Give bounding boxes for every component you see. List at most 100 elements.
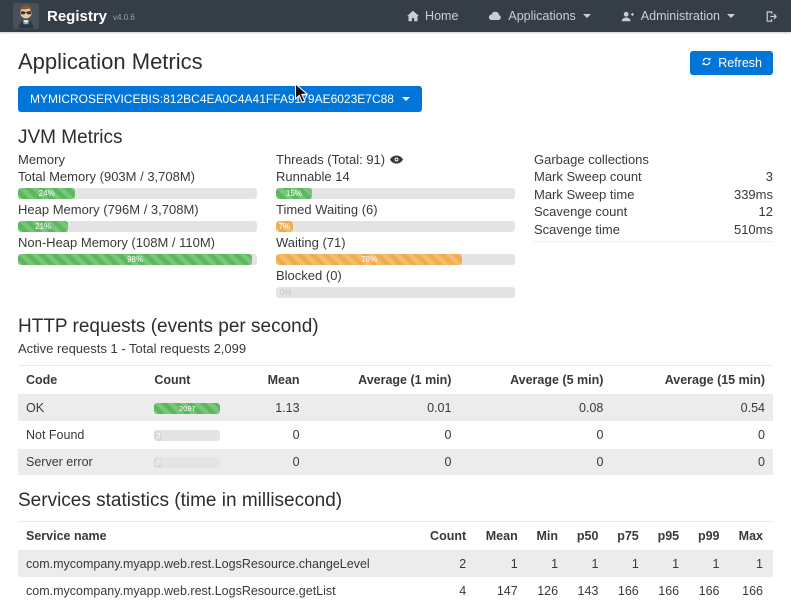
progress-percent-label: 0% <box>280 288 292 297</box>
http-requests-heading: HTTP requests (events per second) <box>18 316 773 338</box>
service-value-cell: 166 <box>687 578 727 604</box>
nav-item-home[interactable]: Home <box>407 9 458 23</box>
home-icon <box>407 10 419 22</box>
jhipster-logo-icon <box>13 3 39 29</box>
service-value-cell: 4 <box>418 578 474 604</box>
service-column-header: Count <box>418 522 474 551</box>
http-column-header: Mean <box>260 366 308 395</box>
chevron-down-icon <box>402 97 410 101</box>
thread-bar-label: Waiting (71) <box>276 235 515 250</box>
http-avg1-cell: 0 <box>308 449 460 476</box>
progress-percent-label: 78% <box>361 255 377 264</box>
chevron-down-icon <box>727 14 735 18</box>
progress-fill: 2 <box>154 430 162 441</box>
http-mean-cell: 0 <box>260 449 308 476</box>
brand-version: v4.0.6 <box>113 13 135 22</box>
gc-value: 510ms <box>734 221 773 239</box>
gc-label: Mark Sweep time <box>534 186 634 204</box>
garbage-title: Garbage collections <box>534 152 773 167</box>
garbage-column: Garbage collections Mark Sweep count3Mar… <box>534 152 773 301</box>
http-avg1-cell: 0.01 <box>308 395 460 422</box>
service-value-cell: 1 <box>474 551 526 578</box>
progress-percent-label: 24% <box>39 189 55 198</box>
count-label: 2 <box>156 431 160 440</box>
eye-icon[interactable] <box>390 152 403 167</box>
service-value-cell: 166 <box>727 578 773 604</box>
service-value-cell: 1 <box>526 551 566 578</box>
memory-progress-bar: 21% <box>18 221 257 232</box>
nav-item-administration[interactable]: Administration <box>621 9 735 23</box>
chevron-down-icon <box>583 14 591 18</box>
memory-progress-bar: 24% <box>18 188 257 199</box>
gc-label: Scavenge time <box>534 221 620 239</box>
memory-bar-label: Heap Memory (796M / 3,708M) <box>18 202 257 217</box>
service-column-header: Min <box>526 522 566 551</box>
http-count-cell: 2 <box>146 422 259 449</box>
http-avg5-cell: 0 <box>459 422 611 449</box>
thread-bars: Runnable 14 15% Timed Waiting (6) 7% Waiting… <box>276 169 515 298</box>
memory-title: Memory <box>18 152 257 167</box>
thread-bar-label: Runnable 14 <box>276 169 515 184</box>
service-column-header: p99 <box>687 522 727 551</box>
table-row: OK20971.130.010.080.54 <box>18 395 773 422</box>
http-mean-cell: 0 <box>260 422 308 449</box>
memory-column: Memory Total Memory (903M / 3,708M) 24% He… <box>18 152 257 301</box>
user-plus-icon <box>621 11 635 22</box>
progress-fill: 98% <box>18 254 252 265</box>
thread-bar-label: Timed Waiting (6) <box>276 202 515 217</box>
http-avg15-cell: 0.54 <box>611 395 773 422</box>
http-requests-subtitle: Active requests 1 - Total requests 2,099 <box>18 341 773 356</box>
http-column-header: Average (5 min) <box>459 366 611 395</box>
brand-name: Registry <box>47 8 107 25</box>
service-value-cell: 1 <box>727 551 773 578</box>
http-avg15-cell: 0 <box>611 449 773 476</box>
progress-fill: 24% <box>18 188 75 199</box>
gc-value: 3 <box>766 168 773 186</box>
service-value-cell: 2 <box>418 551 474 578</box>
progress-fill: 78% <box>276 254 462 265</box>
service-column-header: Mean <box>474 522 526 551</box>
progress-fill: 0 <box>154 457 161 468</box>
services-statistics-table: Service nameCountMeanMinp50p75p95p99Max … <box>18 521 773 604</box>
nav-item-sign-out[interactable] <box>765 10 778 23</box>
memory-bar-label: Total Memory (903M / 3,708M) <box>18 169 257 184</box>
nav-item-label: Applications <box>508 9 575 23</box>
service-value-cell: 1 <box>687 551 727 578</box>
refresh-button[interactable]: Refresh <box>690 51 773 75</box>
page-title: Application Metrics <box>18 49 203 75</box>
navbar: Registry v4.0.6 Home Applications Administ… <box>0 0 791 32</box>
count-progress-bar: 0 <box>154 457 220 468</box>
service-value-cell: 166 <box>647 578 687 604</box>
nav-item-applications[interactable]: Applications <box>488 9 590 23</box>
service-value-cell: 166 <box>606 578 646 604</box>
gc-value: 12 <box>759 203 773 221</box>
http-code-cell: Not Found <box>18 422 146 449</box>
http-avg1-cell: 0 <box>308 422 460 449</box>
service-value-cell: 147 <box>474 578 526 604</box>
http-avg15-cell: 0 <box>611 422 773 449</box>
table-row: com.mycompany.myapp.web.rest.LogsResourc… <box>18 551 773 578</box>
memory-bar-label: Non-Heap Memory (108M / 110M) <box>18 235 257 250</box>
service-value-cell: 1 <box>606 551 646 578</box>
http-requests-table: CodeCountMeanAverage (1 min)Average (5 m… <box>18 365 773 475</box>
gc-row: Mark Sweep time339ms <box>534 186 773 204</box>
service-column-header: p50 <box>566 522 606 551</box>
count-label: 2097 <box>179 404 196 413</box>
service-column-header: Max <box>727 522 773 551</box>
http-avg5-cell: 0 <box>459 449 611 476</box>
service-value-cell: 126 <box>526 578 566 604</box>
thread-progress-bar: 78% <box>276 254 515 265</box>
http-avg5-cell: 0.08 <box>459 395 611 422</box>
thread-progress-bar: 15% <box>276 188 515 199</box>
http-mean-cell: 1.13 <box>260 395 308 422</box>
navbar-brand[interactable]: Registry v4.0.6 <box>13 3 135 29</box>
http-count-cell: 2097 <box>146 395 259 422</box>
service-value-cell: 1 <box>647 551 687 578</box>
memory-bars: Total Memory (903M / 3,708M) 24% Heap Memo… <box>18 169 257 265</box>
service-column-header: p75 <box>606 522 646 551</box>
table-row: Not Found20000 <box>18 422 773 449</box>
nav-item-label: Home <box>425 9 458 23</box>
service-value-cell: 143 <box>566 578 606 604</box>
progress-fill: 7% <box>276 221 293 232</box>
instance-dropdown[interactable]: MYMICROSERVICEBIS:812BC4EA0C4A41FFA9179A… <box>18 86 422 112</box>
